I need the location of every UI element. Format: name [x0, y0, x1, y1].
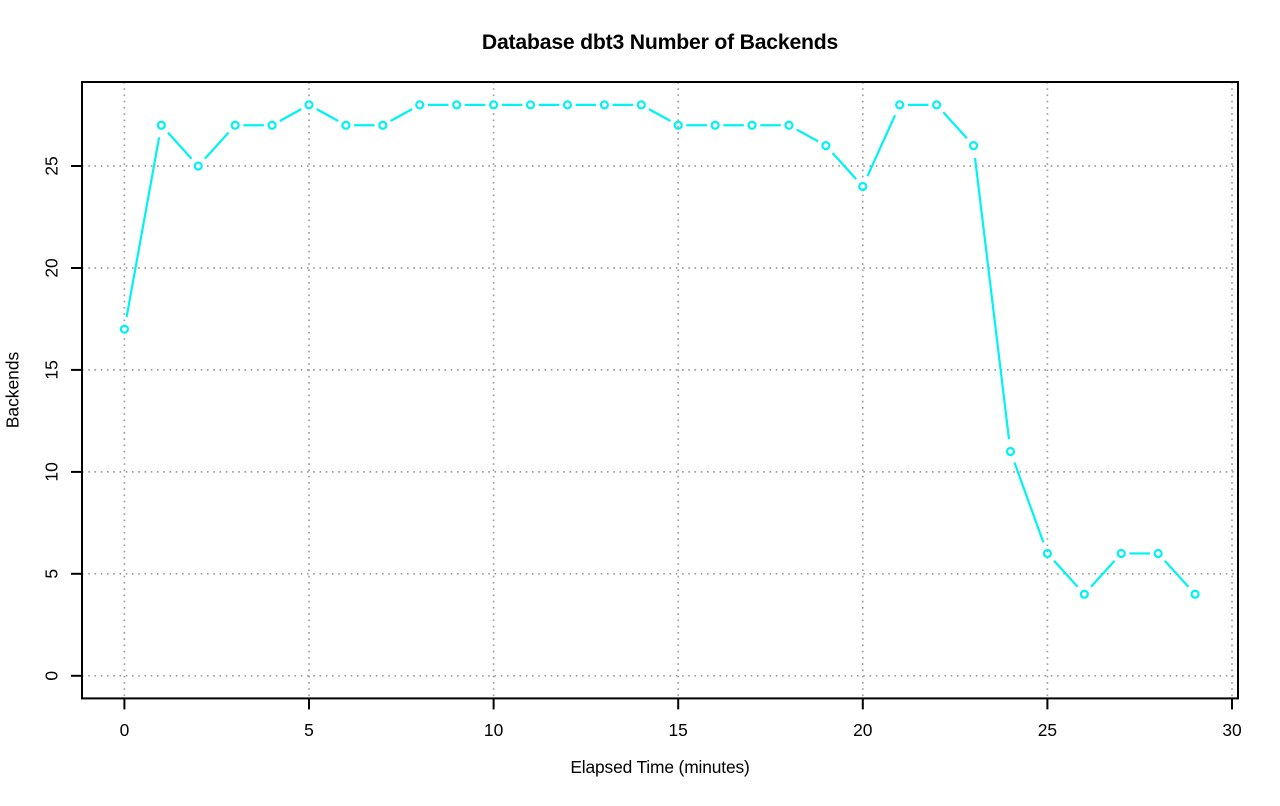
- svg-text:15: 15: [42, 360, 62, 379]
- svg-text:20: 20: [853, 720, 872, 740]
- svg-text:20: 20: [42, 258, 62, 277]
- svg-text:25: 25: [1038, 720, 1057, 740]
- svg-text:25: 25: [42, 156, 62, 175]
- svg-text:5: 5: [304, 720, 314, 740]
- svg-text:Backends: Backends: [2, 352, 22, 429]
- svg-text:Database dbt3 Number of Backen: Database dbt3 Number of Backends: [482, 31, 838, 54]
- svg-text:5: 5: [42, 569, 62, 579]
- svg-text:10: 10: [42, 462, 62, 481]
- svg-text:10: 10: [484, 720, 503, 740]
- svg-text:15: 15: [669, 720, 688, 740]
- svg-text:30: 30: [1222, 720, 1241, 740]
- svg-text:0: 0: [42, 671, 62, 681]
- svg-text:Elapsed Time (minutes): Elapsed Time (minutes): [570, 757, 749, 777]
- svg-text:0: 0: [120, 720, 130, 740]
